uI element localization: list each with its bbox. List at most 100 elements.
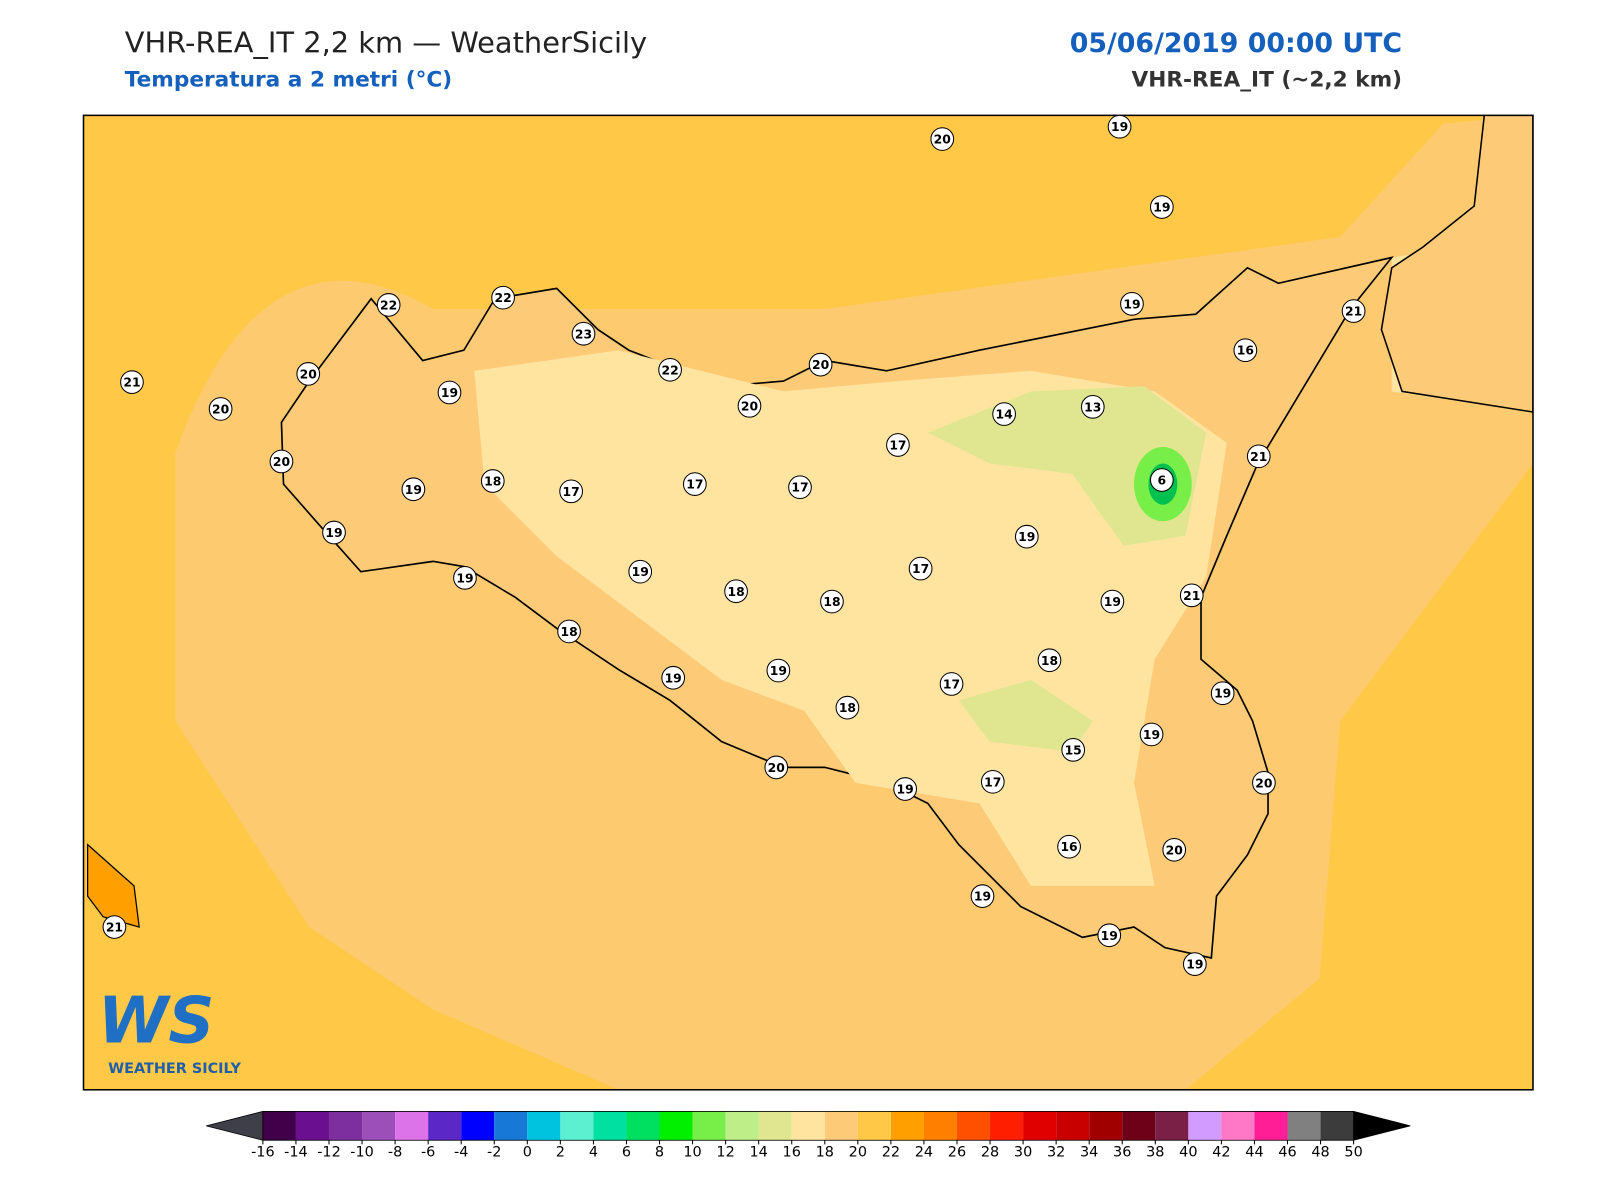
colorbar-tick-label: 24 bbox=[915, 1145, 933, 1161]
inland-zone bbox=[474, 350, 1227, 886]
station-value: 22 bbox=[494, 291, 511, 305]
station-value: 16 bbox=[1237, 344, 1254, 358]
colorbar-tick-label: 34 bbox=[1080, 1145, 1098, 1161]
station-value: 19 bbox=[770, 664, 787, 678]
station-marker bbox=[296, 362, 321, 386]
colorbar-tick-label: 10 bbox=[683, 1145, 701, 1161]
station-marker bbox=[1182, 952, 1207, 976]
colorbar-bin bbox=[362, 1111, 396, 1141]
colorbar-bin bbox=[494, 1111, 528, 1141]
colorbar-bin bbox=[857, 1111, 891, 1141]
colorbar-bin bbox=[1221, 1111, 1255, 1141]
station-value: 20 bbox=[934, 133, 952, 147]
colorbar-bin bbox=[1287, 1111, 1321, 1141]
colorbar-bin bbox=[890, 1111, 924, 1141]
colorbar-tick-label: -2 bbox=[487, 1145, 501, 1161]
station-marker bbox=[1080, 395, 1105, 419]
station-marker bbox=[1061, 738, 1086, 762]
station-value: 18 bbox=[1041, 654, 1058, 668]
colorbar-bin bbox=[990, 1111, 1024, 1141]
colorbar-tick-label: 4 bbox=[589, 1145, 598, 1161]
station-value: 19 bbox=[1143, 728, 1160, 742]
colorbar-under bbox=[206, 1110, 264, 1141]
station-value: 19 bbox=[1018, 530, 1035, 544]
colorbar-bin bbox=[1023, 1111, 1057, 1141]
colorbar-tick-label: -6 bbox=[421, 1145, 435, 1161]
station-marker bbox=[1162, 837, 1187, 862]
colorbar-bin bbox=[593, 1111, 627, 1141]
title: VHR-REA_IT 2,2 km — WeatherSicily bbox=[125, 25, 647, 59]
colorbar-bin bbox=[328, 1111, 363, 1141]
station-value: 20 bbox=[1166, 843, 1184, 857]
colorbar-bin bbox=[1056, 1111, 1090, 1141]
station-marker bbox=[322, 520, 346, 545]
station-marker bbox=[737, 393, 762, 418]
colorbar: -16 -14 -12 -10 -8 -6 -4 -2 0 2 4 6 8 10 12 14 16 18 20 22 2… bbox=[206, 1110, 1411, 1161]
station-value: 19 bbox=[325, 526, 342, 540]
colorbar-bin bbox=[428, 1111, 462, 1141]
calabria bbox=[1380, 115, 1533, 413]
station-value: 18 bbox=[839, 701, 856, 715]
station-value: 17 bbox=[563, 485, 580, 499]
colorbar-tick-label: 48 bbox=[1311, 1145, 1329, 1161]
colorbar-bin bbox=[725, 1111, 759, 1141]
station-marker bbox=[658, 357, 682, 382]
colorbar-tick-label: 16 bbox=[783, 1145, 801, 1161]
colorbar-tick-label: 2 bbox=[556, 1145, 565, 1161]
colorbar-bin bbox=[461, 1111, 495, 1141]
station-value: 18 bbox=[484, 475, 501, 489]
logo-name: WEATHER SICILY bbox=[108, 1061, 241, 1077]
colorbar-bin bbox=[262, 1111, 296, 1141]
station-marker bbox=[1120, 292, 1144, 316]
station-value: 20 bbox=[1255, 776, 1273, 790]
station-marker bbox=[1150, 195, 1174, 219]
colorbar-tick-label: 38 bbox=[1146, 1145, 1164, 1161]
station-marker bbox=[208, 397, 233, 421]
station-value: 19 bbox=[1186, 958, 1203, 972]
station-marker bbox=[1057, 834, 1081, 859]
station-value: 18 bbox=[823, 595, 840, 609]
station-marker bbox=[661, 665, 686, 690]
station-value: 6 bbox=[1158, 474, 1167, 488]
colorbar-tick-label: 32 bbox=[1047, 1145, 1065, 1161]
station-value: 22 bbox=[661, 363, 678, 377]
station-value: 19 bbox=[665, 671, 682, 685]
station-marker bbox=[1107, 114, 1132, 139]
station-value: 20 bbox=[300, 367, 318, 381]
station-value: 21 bbox=[1345, 305, 1362, 319]
station-value: 19 bbox=[1123, 297, 1140, 311]
colorbar-tick-label: 26 bbox=[948, 1145, 966, 1161]
station-marker bbox=[1139, 722, 1164, 747]
station-marker bbox=[559, 479, 583, 504]
colorbar-bin bbox=[1089, 1111, 1123, 1141]
map-frame bbox=[82, 114, 1534, 1091]
station-marker bbox=[1179, 583, 1204, 608]
colorbar-bin bbox=[1155, 1111, 1189, 1141]
station-value: 20 bbox=[273, 455, 291, 469]
colorbar-bin bbox=[659, 1111, 693, 1141]
colorbar-tick-label: 28 bbox=[981, 1145, 999, 1161]
station-value: 17 bbox=[912, 562, 929, 576]
colorbar-tick-label: -14 bbox=[284, 1145, 308, 1161]
colorbar-bin bbox=[956, 1111, 991, 1141]
colorbar-tick-label: 36 bbox=[1113, 1145, 1131, 1161]
station-marker bbox=[808, 352, 833, 377]
station-value: 18 bbox=[727, 585, 744, 599]
station-value: 20 bbox=[768, 761, 786, 775]
colorbar-tick-label: 40 bbox=[1179, 1145, 1197, 1161]
station-marker bbox=[1037, 648, 1062, 673]
colorbar-tick-label: 50 bbox=[1344, 1145, 1362, 1161]
logo: WS WEATHER SICILY bbox=[98, 984, 242, 1077]
station-marker bbox=[1341, 299, 1366, 323]
colorbar-bin bbox=[626, 1111, 660, 1141]
station-value: 17 bbox=[943, 677, 960, 691]
station-marker bbox=[120, 370, 144, 394]
colorbar-tick-label: 8 bbox=[655, 1145, 664, 1161]
colorbar-tick-label: 0 bbox=[523, 1145, 532, 1161]
station-marker bbox=[788, 475, 812, 500]
station-marker bbox=[1210, 681, 1235, 706]
subtitle: Temperatura a 2 metri (°C) bbox=[125, 67, 452, 92]
station-value: 18 bbox=[560, 625, 577, 639]
station-value: 22 bbox=[380, 298, 397, 312]
